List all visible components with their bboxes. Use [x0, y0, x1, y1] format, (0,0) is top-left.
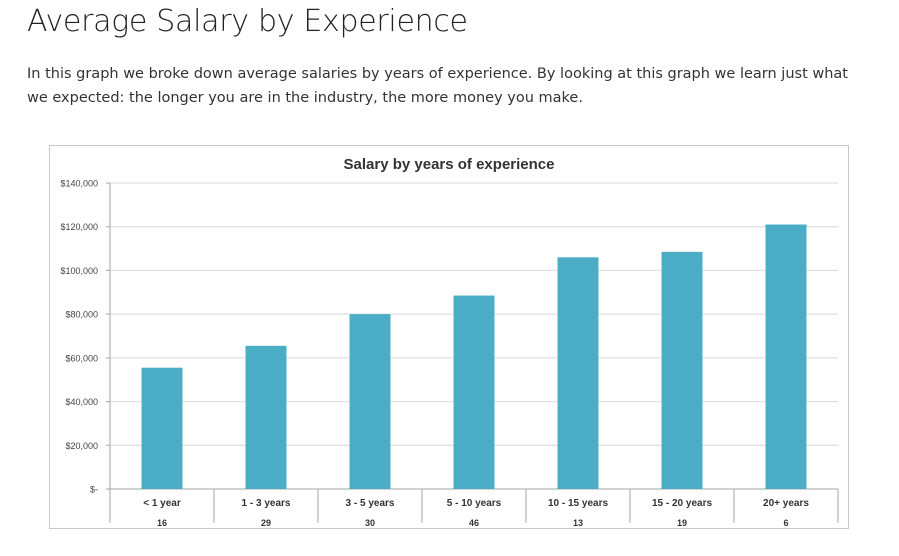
y-tick-label: $140,000	[60, 179, 98, 189]
salary-bar-chart: Salary by years of experience $- $20,000 $…	[60, 156, 839, 528]
bar-2	[245, 345, 287, 489]
bar-1	[141, 367, 183, 489]
page-title: Average Salary by Experience	[27, 4, 468, 39]
bar-3	[349, 314, 391, 489]
intro-paragraph: In this graph we broke down average sala…	[27, 66, 848, 106]
y-tick-label: $20,000	[65, 441, 98, 451]
category-label: < 1 year	[143, 498, 181, 509]
y-tick-label: $80,000	[65, 310, 98, 320]
bar-5	[557, 257, 599, 489]
category-label: 5 - 10 years	[447, 498, 502, 509]
bar-6	[661, 251, 703, 489]
category-label: 1 - 3 years	[242, 498, 291, 509]
table-value: 30	[365, 518, 375, 528]
table-value: 29	[261, 518, 271, 528]
y-tick-label: $40,000	[65, 397, 98, 407]
category-label: 20+ years	[763, 498, 809, 509]
chart-frame: Salary by years of experience $- $20,000 $…	[49, 145, 849, 529]
category-label: 15 - 20 years	[652, 498, 712, 509]
table-value: 13	[573, 518, 583, 528]
y-tick-label: $-	[90, 485, 98, 495]
bar-7	[765, 224, 807, 489]
category-label: 10 - 15 years	[548, 498, 608, 509]
table-value: 6	[783, 518, 788, 528]
table-value: 46	[469, 518, 479, 528]
y-tick-label: $120,000	[60, 222, 98, 232]
bar-4	[453, 295, 495, 489]
category-label: 3 - 5 years	[346, 498, 395, 509]
chart-title: Salary by years of experience	[344, 156, 555, 173]
y-tick-label: $60,000	[65, 353, 98, 363]
table-value: 16	[157, 518, 167, 528]
table-value: 19	[677, 518, 687, 528]
y-tick-label: $100,000	[60, 266, 98, 276]
